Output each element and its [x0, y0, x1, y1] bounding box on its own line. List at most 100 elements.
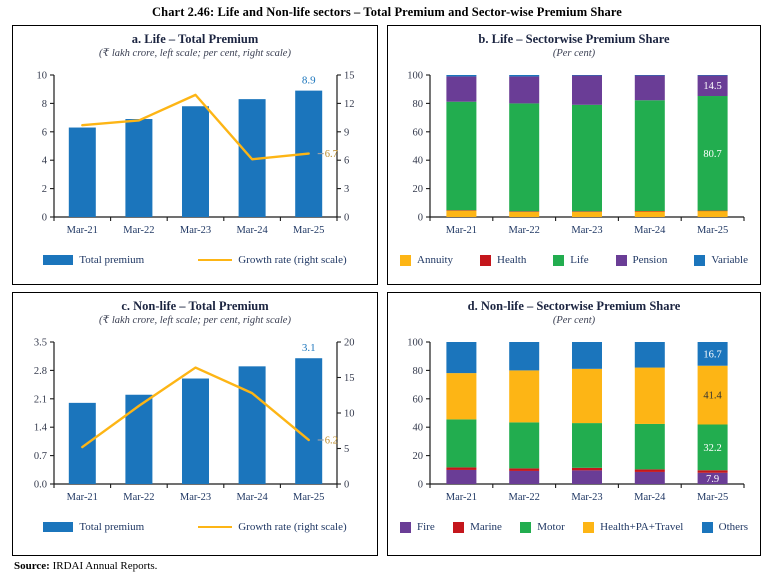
x-labels: Mar-21 Mar-22 Mar-23 Mar-24 Mar-25 [446, 492, 728, 503]
segment-others-mar-21 [446, 342, 477, 374]
growth-rate-line [81, 366, 310, 449]
svg-text:20: 20 [413, 451, 424, 462]
legend-color-swatch [583, 521, 595, 533]
svg-text:4: 4 [42, 156, 48, 167]
legend-color-swatch [43, 255, 74, 265]
svg-text:0: 0 [344, 213, 349, 224]
premium-bars [68, 358, 323, 484]
svg-text:1.4: 1.4 [34, 423, 48, 434]
chart-main-title: Chart 2.46: Life and Non-life sectors – … [152, 5, 622, 19]
panels-grid: a. Life – Total Premium (₹ lakh crore, l… [12, 25, 762, 556]
segment-value-label: 80.7 [703, 149, 721, 160]
segment-life-mar-25 [697, 96, 728, 211]
legend-color-swatch [694, 254, 706, 266]
legend-color-swatch [701, 521, 713, 533]
segment-annuity-mar-24 [634, 211, 665, 217]
segment-motor-mar-24 [634, 423, 665, 470]
segment-value-label: 41.4 [703, 391, 722, 402]
svg-text:Mar-23: Mar-23 [180, 492, 211, 503]
segment-fire-mar-25 [697, 472, 728, 484]
svg-text:100: 100 [407, 338, 423, 349]
svg-text:Mar-21: Mar-21 [446, 492, 477, 503]
bar-mar-21 [68, 402, 96, 484]
legend-a: Total premium Growth rate (right scale) [13, 254, 377, 266]
segment-pension-mar-22 [509, 76, 540, 104]
legend-label: Growth rate (right scale) [238, 521, 347, 533]
svg-text:Mar-22: Mar-22 [509, 225, 540, 236]
segment-pension-mar-23 [572, 75, 602, 105]
bar-mar-23 [182, 106, 209, 217]
legend-item-growth-rate-right-scale-: Growth rate (right scale) [198, 254, 347, 266]
legend-color-swatch [400, 254, 411, 266]
svg-text:Mar-22: Mar-22 [509, 492, 540, 503]
stacked-bars [446, 342, 728, 484]
segment-motor-mar-25 [697, 424, 728, 471]
svg-text:Mar-21: Mar-21 [446, 225, 477, 236]
segment-health-pa-travel-mar-25 [697, 365, 728, 425]
svg-text:60: 60 [413, 127, 424, 138]
panel-life-total-premium: a. Life – Total Premium (₹ lakh crore, l… [12, 25, 378, 285]
legend-item-total-premium: Total premium [43, 254, 144, 266]
legend-item-life: Life [553, 254, 589, 266]
svg-text:Mar-25: Mar-25 [293, 225, 324, 236]
svg-text:80: 80 [413, 366, 424, 377]
stacked-bars [446, 75, 728, 217]
x-labels: Mar-21 Mar-22 Mar-23 Mar-24 Mar-25 [446, 225, 728, 236]
svg-text:Mar-24: Mar-24 [236, 225, 268, 236]
svg-text:20: 20 [344, 338, 355, 349]
legend-color-swatch [43, 522, 74, 532]
svg-text:Mar-25: Mar-25 [697, 225, 728, 236]
legend-line-swatch [198, 525, 233, 529]
segment-health-mar-23 [572, 211, 602, 212]
svg-text:100: 100 [407, 71, 423, 82]
segment-marine-mar-25 [697, 470, 728, 473]
segment-marine-mar-24 [634, 469, 665, 472]
segment-variable-mar-23 [572, 75, 602, 76]
svg-text:0.0: 0.0 [34, 480, 47, 491]
svg-text:2.8: 2.8 [34, 366, 47, 377]
growth-rate-line [81, 93, 310, 161]
segment-variable-mar-21 [446, 75, 477, 77]
svg-text:12: 12 [344, 99, 355, 110]
svg-text:0: 0 [344, 480, 349, 491]
legend-label: Growth rate (right scale) [238, 254, 347, 266]
svg-text:Mar-22: Mar-22 [123, 225, 154, 236]
legend-item-annuity: Annuity [400, 254, 453, 266]
panel-life-sectorwise-share: b. Life – Sectorwise Premium Share (Per … [387, 25, 761, 285]
svg-text:20: 20 [413, 184, 424, 195]
legend-color-swatch [615, 254, 627, 266]
segment-pension-mar-24 [634, 75, 665, 101]
svg-text:6: 6 [42, 127, 47, 138]
svg-text:Mar-22: Mar-22 [123, 492, 154, 503]
legend-label: Pension [632, 254, 668, 266]
legend-label: Marine [470, 521, 502, 533]
segment-marine-mar-21 [446, 467, 477, 470]
svg-text:Mar-23: Mar-23 [571, 492, 602, 503]
panel-c-subtitle: (₹ lakh crore, left scale; per cent, rig… [99, 315, 291, 326]
legend-item-growth-rate-right-scale-: Growth rate (right scale) [198, 521, 347, 533]
svg-text:2.1: 2.1 [34, 394, 47, 405]
svg-text:40: 40 [413, 156, 424, 167]
legend-label: Annuity [417, 254, 454, 266]
legend-item-total-premium: Total premium [43, 521, 144, 533]
svg-text:Mar-25: Mar-25 [697, 492, 728, 503]
segment-value-label: 16.7 [703, 349, 721, 360]
source-note: Source: IRDAI Annual Reports. [12, 556, 762, 572]
legend-d: Fire Marine Motor Health+PA+Travel Others [388, 521, 760, 533]
svg-text:0: 0 [418, 480, 423, 491]
legend-item-variable: Variable [694, 254, 748, 266]
segment-others-mar-24 [634, 342, 665, 368]
segment-motor-mar-22 [509, 422, 540, 469]
segment-health-pa-travel-mar-22 [509, 370, 540, 423]
source-text: IRDAI Annual Reports. [49, 560, 158, 572]
bar-end-value: 8.9 [302, 75, 316, 87]
svg-text:0.7: 0.7 [34, 451, 47, 462]
legend-label: Motor [537, 521, 565, 533]
legend-label: Total premium [79, 521, 145, 533]
svg-text:Mar-21: Mar-21 [67, 492, 98, 503]
svg-text:5: 5 [344, 444, 349, 455]
